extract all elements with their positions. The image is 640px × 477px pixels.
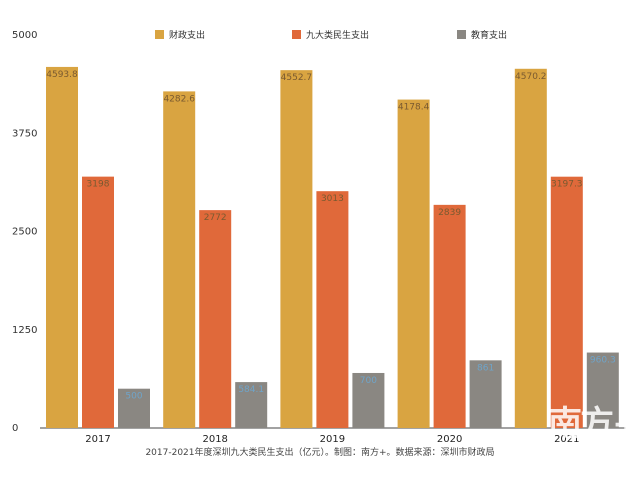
watermark-logo: 南方+ <box>548 404 640 444</box>
y-tick-label: 1250 <box>12 325 37 336</box>
y-tick-label: 0 <box>12 423 18 434</box>
legend-label: 九大类民生支出 <box>306 29 369 41</box>
data-label: 3198 <box>87 180 110 190</box>
legend-swatch <box>155 30 164 39</box>
data-label: 861 <box>477 363 494 373</box>
x-tick-label: 2021 <box>554 434 579 445</box>
bar <box>469 360 502 428</box>
legend-swatch <box>292 30 301 39</box>
bar <box>433 204 466 428</box>
legend-label: 教育支出 <box>471 29 507 41</box>
bar <box>163 91 196 429</box>
bar <box>397 99 430 428</box>
data-label: 3197.3 <box>551 180 583 190</box>
data-label: 2772 <box>204 213 227 223</box>
bar <box>280 70 313 429</box>
bar <box>118 388 150 428</box>
data-label: 4552.7 <box>281 73 313 83</box>
x-tick-label: 2018 <box>202 434 227 445</box>
data-label: 2839 <box>438 208 461 218</box>
bar <box>550 176 583 428</box>
bar <box>316 191 349 428</box>
chart-caption: 2017-2021年度深圳九大类民生支出（亿元）。制图：南方+。数据来源：深圳市… <box>145 448 495 458</box>
x-tick-label: 2020 <box>437 434 462 445</box>
bar <box>235 382 268 428</box>
bar <box>352 372 385 428</box>
legend: 财政支出 九大类民生支出 教育支出 <box>155 29 507 41</box>
data-label: 4178.4 <box>398 103 430 113</box>
legend-swatch <box>457 30 466 39</box>
data-label: 960.3 <box>590 356 616 366</box>
y-tick-label: 3750 <box>12 128 37 139</box>
data-label: 4593.8 <box>46 70 78 80</box>
x-tick-label: 2019 <box>320 434 345 445</box>
bar <box>46 66 78 429</box>
data-label: 700 <box>360 376 377 386</box>
bars: 4593.8 3198 500 2017 4282.6 2772 584.1 2018 4552… <box>46 66 619 445</box>
data-label: 584.1 <box>238 385 264 395</box>
bar <box>514 68 547 428</box>
data-label: 4282.6 <box>163 94 195 104</box>
y-tick-label: 5000 <box>12 30 37 41</box>
bar <box>82 176 114 428</box>
data-label: 4570.2 <box>515 72 547 82</box>
x-tick-label: 2017 <box>85 434 110 445</box>
data-label: 500 <box>125 392 142 402</box>
legend-label: 财政支出 <box>169 29 205 41</box>
bar <box>586 352 619 428</box>
data-label: 3013 <box>321 194 344 204</box>
bar <box>199 210 232 428</box>
y-tick-label: 2500 <box>12 227 37 238</box>
